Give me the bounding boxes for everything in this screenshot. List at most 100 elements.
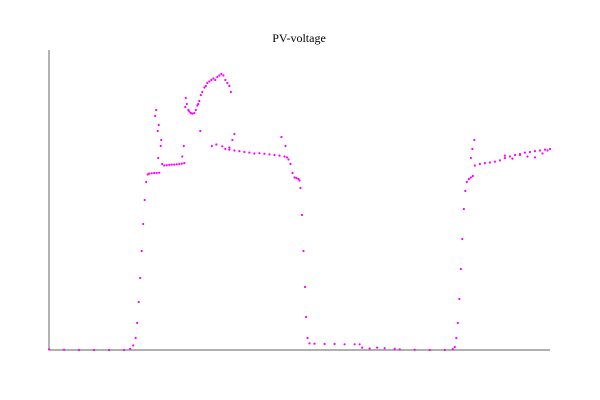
data-point [284, 144, 287, 148]
data-point [513, 153, 517, 157]
data-point [503, 154, 507, 157]
data-point [108, 348, 111, 352]
data-point [398, 348, 401, 351]
data-point [170, 163, 173, 166]
data-point [488, 161, 491, 164]
data-point [214, 78, 217, 82]
data-point [154, 114, 157, 118]
data-point [175, 163, 178, 166]
data-point [526, 155, 529, 158]
data-point [280, 135, 283, 139]
data-point [333, 342, 336, 346]
data-point [197, 102, 200, 106]
data-point [511, 157, 514, 160]
data-point [287, 158, 290, 161]
data-point [161, 162, 164, 166]
data-point [142, 222, 145, 226]
data-point [291, 171, 294, 175]
data-point [47, 348, 51, 351]
data-point [185, 102, 188, 106]
data-point [473, 164, 476, 167]
data-point [483, 162, 486, 165]
data-point [304, 315, 308, 319]
data-point [248, 151, 251, 154]
data-point [193, 111, 196, 115]
data-point [289, 162, 292, 166]
data-point [308, 342, 311, 345]
data-point [306, 336, 309, 340]
data-point [206, 81, 209, 85]
data-point [191, 112, 194, 115]
data-point [155, 171, 158, 175]
data-point [283, 155, 286, 158]
data-point [156, 129, 159, 133]
data-point [129, 347, 132, 350]
data-point [194, 108, 197, 112]
data-point [533, 150, 537, 153]
data-point [183, 162, 186, 165]
data-point [182, 144, 185, 148]
data-point [199, 129, 202, 133]
data-point [469, 176, 472, 179]
data-point [313, 342, 316, 345]
data-point [140, 249, 143, 253]
data-point [533, 156, 537, 159]
data-point [184, 105, 187, 109]
data-point [303, 285, 307, 289]
data-point [229, 90, 232, 94]
data-point [464, 189, 467, 193]
data-point [153, 171, 156, 175]
data-point [198, 99, 201, 103]
data-point [393, 347, 396, 350]
data-point [518, 153, 522, 157]
data-point [188, 110, 191, 113]
data-point [383, 347, 386, 350]
data-point [233, 132, 236, 136]
data-point [443, 348, 446, 352]
data-point [139, 276, 142, 280]
data-point [546, 149, 549, 152]
data-point [478, 162, 481, 166]
data-point [376, 346, 379, 349]
data-point [201, 90, 204, 94]
data-point [428, 348, 431, 352]
data-point [300, 213, 304, 217]
data-point [473, 138, 476, 142]
data-point [210, 78, 213, 82]
data-point [298, 179, 301, 182]
data-point [218, 74, 221, 77]
data-point [462, 207, 465, 211]
data-point [160, 138, 163, 142]
data-point [451, 348, 454, 351]
data-point [224, 147, 227, 151]
data-point [231, 138, 234, 142]
data-point [216, 75, 219, 79]
chart-title: PV-voltage [272, 31, 326, 45]
data-point [184, 96, 187, 100]
data-point [343, 343, 346, 346]
data-point [458, 297, 461, 301]
data-point [253, 152, 256, 155]
data-point [413, 348, 416, 351]
data-point [143, 198, 146, 202]
data-point [498, 159, 501, 162]
data-point [157, 156, 160, 160]
scatter-points [47, 72, 552, 352]
data-point [471, 147, 474, 151]
data-point [263, 152, 266, 155]
data-point [238, 150, 241, 153]
data-point [548, 147, 552, 151]
data-point [278, 154, 281, 157]
data-point [165, 164, 168, 167]
data-point [302, 249, 305, 253]
data-point [199, 93, 202, 97]
data-point [204, 84, 207, 88]
data-point [210, 144, 213, 148]
data-point [455, 336, 458, 340]
data-point [243, 150, 246, 154]
data-point [208, 80, 211, 83]
data-point [134, 336, 137, 340]
data-point [173, 163, 176, 166]
data-point [163, 164, 166, 167]
data-point [215, 143, 218, 146]
